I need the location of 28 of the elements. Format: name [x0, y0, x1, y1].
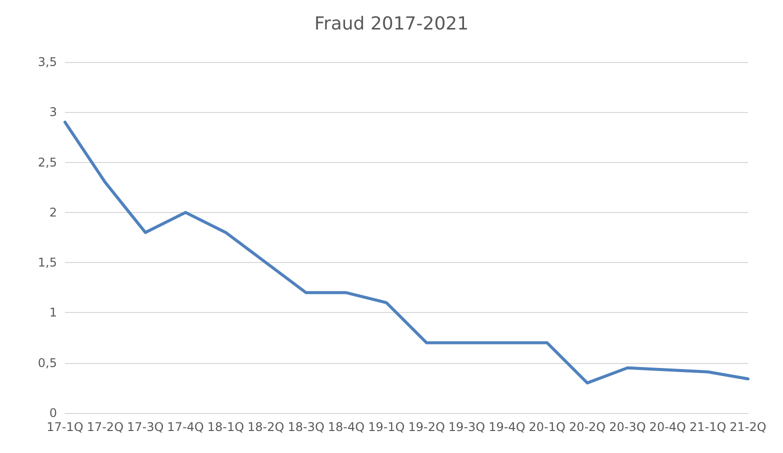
x-tick-label: 20-1Q — [528, 420, 566, 434]
x-tick-label: 18-3Q — [288, 420, 324, 434]
x-tick-label: 18-1Q — [207, 420, 244, 434]
x-tick-label: 19-1Q — [368, 420, 405, 434]
x-tick-label: 17-2Q — [86, 420, 124, 434]
x-tick-label: 18-2Q — [248, 420, 284, 434]
y-tick-label: 0,5 — [38, 356, 57, 370]
x-tick-label: 17-3Q — [127, 420, 164, 434]
x-tick-label: 19-3Q — [448, 420, 486, 434]
x-tick-label: 20-2Q — [568, 420, 606, 434]
x-tick-label: 17-1Q — [46, 420, 84, 434]
x-tick-label: 19-2Q — [408, 420, 445, 434]
x-tick-label: 18-4Q — [328, 420, 365, 434]
y-tick-label: 2 — [49, 205, 57, 220]
y-tick-label: 2,5 — [38, 155, 57, 170]
y-tick-label: 0 — [49, 406, 57, 420]
line-series — [64, 120, 750, 384]
x-tick-label: 21-2Q — [730, 420, 766, 434]
y-tick-label: 3,5 — [38, 55, 57, 69]
x-tick-label: 17-4Q — [167, 420, 204, 434]
y-tick-label: 1 — [49, 306, 57, 320]
x-tick-label: 21-1Q — [689, 420, 726, 434]
x-tick-label: 20-3Q — [609, 420, 646, 434]
chart-title: Fraud 2017-2021 — [314, 14, 469, 34]
y-tick-label: 1,5 — [38, 256, 57, 270]
x-tick-label: 20-4Q — [649, 420, 686, 434]
y-tick-label: 3 — [49, 105, 57, 120]
x-tick-label: 19-4Q — [488, 420, 526, 434]
